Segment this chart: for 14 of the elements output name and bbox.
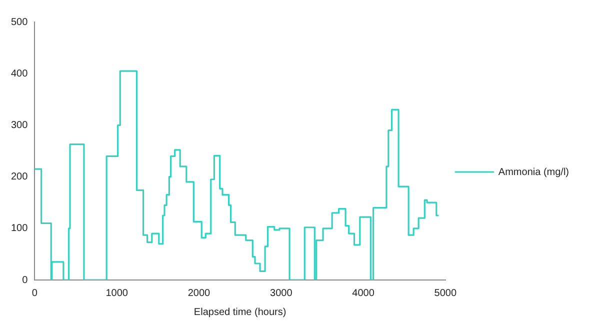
x-tick-label: 3000 xyxy=(270,288,293,299)
y-tick-label: 300 xyxy=(10,120,28,131)
x-tick-label: 1000 xyxy=(106,288,128,299)
x-tick-label: 4000 xyxy=(352,288,375,299)
y-tick-label: 0 xyxy=(22,274,28,286)
y-tick-label: 100 xyxy=(10,223,28,234)
y-tick-label: 200 xyxy=(10,172,28,183)
x-tick-label: 5000 xyxy=(434,288,457,299)
legend-label: Ammonia (mg/l) xyxy=(498,166,570,178)
x-axis-title: Elapsed time (hours) xyxy=(194,306,286,318)
y-tick-label: 400 xyxy=(10,68,28,80)
x-tick-label: 0 xyxy=(32,288,38,299)
y-tick-label: 500 xyxy=(10,16,28,28)
x-tick-label: 2000 xyxy=(188,288,211,299)
